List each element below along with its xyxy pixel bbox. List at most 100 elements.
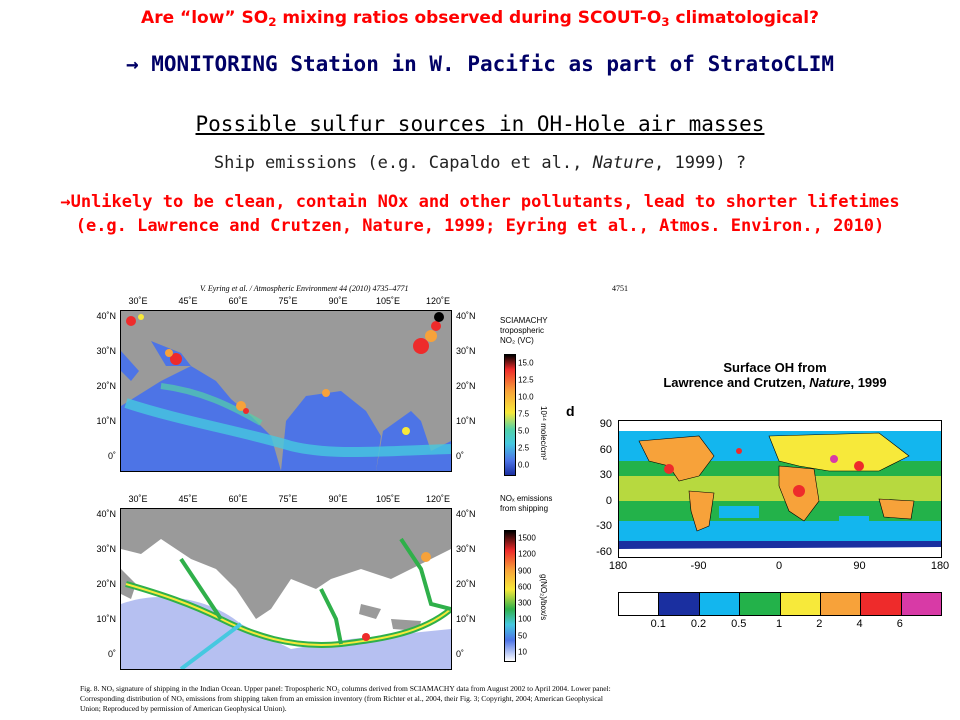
lon-tick-label: 45˚E [178, 296, 198, 306]
lat-tick-label: 10˚N [96, 614, 116, 624]
oh-lon-ticks: 180 -90 0 90 180 [609, 560, 949, 576]
upper-colorbar: SCIAMACHY tropospheric NO₂ (VC) 15.0 12.5… [500, 316, 620, 486]
lower-cbar-unit: g(NO₂)/box/s [539, 574, 548, 621]
sciamachy-map-svg [121, 311, 451, 471]
colorbar-value-label: 0.0 [518, 460, 530, 470]
colorbar-value-label: 900 [518, 566, 532, 576]
colorbar-value-label: 1500 [518, 533, 536, 543]
sulfur-sources-heading: Possible sulfur sources in OH-Hole air m… [195, 112, 765, 136]
lat-tick-label-right: 0˚ [456, 451, 465, 461]
oh-legend-value: 0.2 [690, 618, 707, 630]
lat-tick-label-right: 20˚N [456, 381, 476, 391]
lon-tick-label: 45˚E [178, 494, 198, 504]
lon-tick-label: 105˚E [375, 296, 401, 306]
oh-legend-swatch [698, 593, 740, 615]
oh-lon-tick-label: 180 [608, 560, 628, 572]
colorbar-value-label: 300 [518, 598, 532, 608]
lower-panel: 30˚E 45˚E 60˚E 75˚E 90˚E 105˚E 120˚E 40˚N 30˚N 2… [80, 494, 620, 684]
oh-legend-swatch [860, 593, 901, 615]
unlikely-clean-note: →Unlikely to be clean, contain NOx and o… [0, 190, 960, 238]
upper-panel: 30˚E 45˚E 60˚E 75˚E 90˚E 105˚E 120˚E 40˚N 30˚N 2… [80, 296, 620, 486]
colorbar-value-label: 2.5 [518, 443, 530, 453]
lower-cbar-title-1: NOₓ emissions [500, 494, 553, 503]
oh-lon-tick-label: 0 [775, 560, 783, 572]
lon-tick-label: 120˚E [425, 494, 451, 504]
oh-lat-ticks: 90 60 30 0 -30 -60 [580, 412, 614, 562]
colorbar-value-label: 10 [518, 647, 527, 657]
lower-cbar-swatch [504, 530, 516, 662]
upper-cbar-swatch [504, 354, 516, 476]
oh-legend-values: 0.1 0.2 0.5 1 2 4 6 [618, 618, 940, 632]
ship-nox-emissions-map [120, 508, 452, 670]
upper-lon-ticks: 30˚E 45˚E 60˚E 75˚E 90˚E 105˚E 120˚E [120, 296, 450, 310]
ship-emissions-map-svg [121, 509, 451, 669]
oh-lon-tick-label: -90 [690, 560, 707, 572]
lon-tick-label: 75˚E [278, 494, 298, 504]
lat-tick-label-right: 40˚N [456, 509, 476, 519]
oh-legend-swatches [618, 592, 942, 616]
lat-tick-label-right: 20˚N [456, 579, 476, 589]
oh-surface-map [618, 420, 942, 558]
upper-lat-ticks-left: 40˚N 30˚N 20˚N 10˚N 0˚ [80, 311, 118, 466]
oh-legend-swatch [819, 593, 861, 615]
colorbar-value-label: 1200 [518, 549, 536, 559]
monitoring-station-heading: → MONITORING Station in W. Pacific as pa… [125, 52, 834, 76]
oh-lat-tick-label: 90 [599, 418, 612, 430]
lat-tick-label-right: 30˚N [456, 346, 476, 356]
oh-legend-swatch [739, 593, 780, 615]
oh-legend-value: 0.1 [650, 618, 666, 630]
colorbar-value-label: 600 [518, 582, 532, 592]
oh-lat-tick-label: 60 [599, 443, 612, 456]
oh-title-line-2: Lawrence and Crutzen, Nature, 1999 [663, 375, 887, 390]
oh-panel-letter: d [566, 403, 575, 419]
oh-legend-value: 1 [775, 618, 783, 630]
sciamachy-no2-map [120, 310, 452, 472]
unlikely-clean-line-2: (e.g. Lawrence and Crutzen, Nature, 1999… [75, 216, 885, 236]
lower-cbar-values: 1500 1200 900 600 300 100 50 10 [518, 530, 558, 660]
lat-tick-label-right: 40˚N [456, 311, 476, 321]
lat-tick-label: 0˚ [107, 649, 116, 659]
journal-page-number: 4751 [612, 284, 628, 293]
lower-lat-ticks-left: 40˚N 30˚N 20˚N 10˚N 0˚ [80, 509, 118, 664]
lon-tick-label: 120˚E [425, 296, 451, 306]
colorbar-value-label: 100 [518, 614, 532, 624]
upper-cbar-values: 15.0 12.5 10.0 7.5 5.0 2.5 0.0 [518, 354, 558, 474]
unlikely-clean-line-1: →Unlikely to be clean, contain NOx and o… [60, 192, 900, 212]
upper-cbar-title-2: tropospheric [500, 326, 545, 335]
lat-tick-label: 30˚N [96, 544, 116, 554]
lon-tick-label: 30˚E [128, 296, 148, 306]
lat-tick-label: 40˚N [96, 311, 116, 321]
colorbar-value-label: 15.0 [518, 358, 534, 368]
lat-tick-label-right: 0˚ [456, 649, 465, 659]
colorbar-value-label: 10.0 [518, 392, 534, 402]
oh-lat-tick-label: 0 [605, 494, 612, 507]
lon-tick-label: 90˚E [328, 296, 348, 306]
eyring-figure: V. Eyring et al. / Atmospheric Environme… [80, 272, 628, 713]
oh-legend-swatch [619, 593, 659, 615]
figure-caption: Fig. 8. NOₓ signature of shipping in the… [80, 684, 611, 713]
oh-legend: 0.1 0.2 0.5 1 2 4 6 [618, 592, 942, 632]
lon-tick-label: 30˚E [128, 494, 148, 504]
colorbar-value-label: 5.0 [518, 426, 530, 436]
oh-legend-value: 4 [856, 618, 863, 630]
lon-tick-label: 105˚E [375, 494, 401, 504]
upper-cbar-title-3: NO₂ (VC) [500, 336, 534, 345]
ship-emissions-line: Ship emissions (e.g. Capaldo et al., Nat… [213, 153, 747, 173]
oh-map-container: 90 60 30 0 -30 -60 [580, 412, 950, 592]
oh-legend-value: 0.5 [731, 618, 747, 630]
oh-legend-swatch [779, 593, 820, 615]
oh-title-line-1: Surface OH from [723, 360, 827, 375]
lat-tick-label: 20˚N [96, 381, 116, 391]
colorbar-value-label: 7.5 [518, 409, 530, 419]
oh-map-svg [619, 421, 941, 557]
lat-tick-label: 0˚ [107, 451, 116, 461]
lower-lon-ticks: 30˚E 45˚E 60˚E 75˚E 90˚E 105˚E 120˚E [120, 494, 450, 508]
lower-cbar-title-2: from shipping [500, 504, 549, 513]
oh-lat-tick-label: -60 [596, 546, 612, 558]
oh-legend-value: 2 [816, 618, 823, 630]
lat-tick-label: 10˚N [96, 416, 116, 426]
lon-tick-label: 60˚E [228, 296, 248, 306]
lon-tick-label: 75˚E [278, 296, 298, 306]
oh-legend-swatch [900, 593, 941, 615]
oh-lat-tick-label: -30 [596, 520, 612, 533]
